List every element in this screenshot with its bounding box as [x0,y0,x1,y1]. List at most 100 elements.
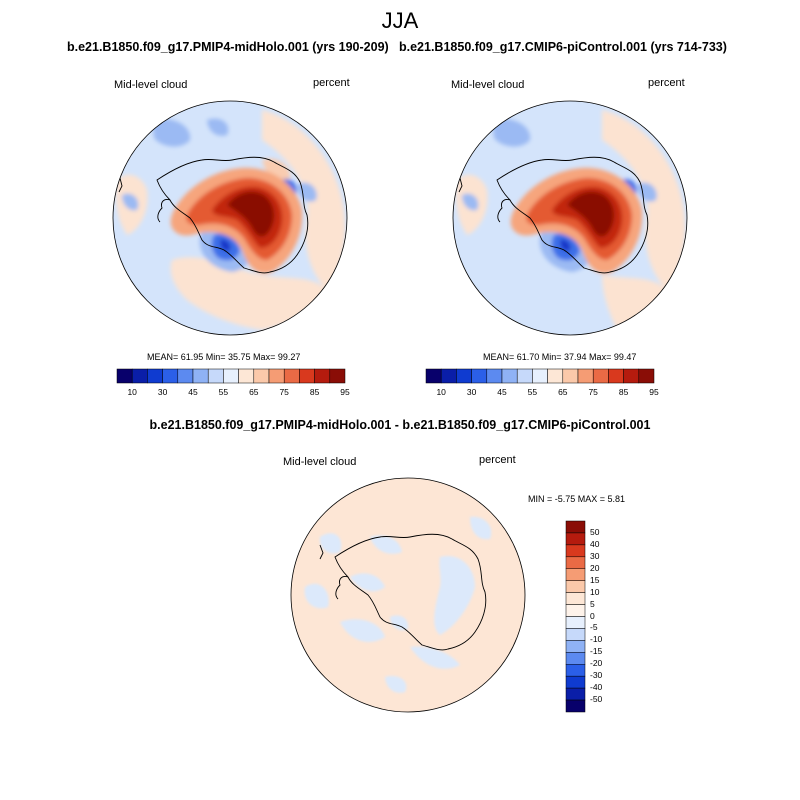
colorbar-swatch [547,368,564,384]
map-ocean-background [291,478,525,712]
colorbar-tick-label: -20 [590,658,603,669]
colorbar-swatch [565,592,586,605]
blue-cloud-region [512,129,525,143]
colorbar-tick-label: -40 [590,682,603,693]
colorbar-swatch [299,368,315,384]
colorbar-tick-label: 95 [340,387,350,397]
colorbar-swatch [623,368,640,384]
south-america-coastline [319,544,324,560]
panel2-variable-label: Mid-level cloud [451,79,525,91]
colorbar-swatch [253,368,270,384]
colorbar-tick-label: 20 [590,562,600,573]
antarctic-peninsula-coastline [335,576,349,600]
antarctic-peninsula-coastline [157,199,171,223]
panel2-colorbar [425,368,655,384]
pink-cloud-region [262,158,291,182]
blue-cloud-region [370,535,402,554]
colorbar-swatch [592,368,609,384]
colorbar-swatch [516,368,533,384]
colorbar-swatch [329,368,346,384]
colorbar-swatch [283,368,300,384]
blue-cloud-region [390,615,409,631]
colorbar-swatch [471,368,488,384]
panel1-title: b.e21.B1850.f09_g17.PMIP4-midHolo.001 (y… [67,40,389,54]
colorbar-tick-label: 45 [497,387,507,397]
blue-cloud-region [560,239,571,252]
antarctic-peninsula-coastline [497,199,511,223]
panel1-variable-label: Mid-level cloud [114,79,188,91]
antarctica-coastline [156,156,309,274]
colorbar-swatch [565,532,586,546]
panel3-variable-label: Mid-level cloud [283,456,357,468]
panel3-stats: MIN = -5.75 MAX = 5.81 [528,494,626,504]
colorbar-swatch [532,368,548,384]
colorbar-swatch [162,368,179,384]
colorbar-swatch [638,368,655,384]
colorbar-tick-label: 55 [218,387,229,397]
blue-cloud-region [319,533,342,554]
panel1-polar-map [112,100,348,336]
colorbar-tick-label: 65 [558,387,568,397]
south-america-coastline [458,177,463,193]
blue-cloud-region [220,239,231,252]
colorbar-tick-label: 30 [157,387,168,397]
colorbar-tick-label: 85 [309,387,320,397]
colorbar-swatch [268,368,285,384]
colorbar-swatch [562,368,579,384]
antarctica-coastline [334,533,487,651]
colorbar-tick-label: 85 [618,387,629,397]
colorbar-swatch [314,368,331,384]
blue-cloud-region [410,646,460,669]
antarctica-coastline [496,156,649,274]
colorbar-swatch [425,368,442,384]
colorbar-swatch [565,616,586,629]
panel3-units-label: percent [479,454,516,466]
colorbar-swatch [565,568,586,581]
colorbar-swatch [565,556,586,569]
colorbar-tick-label: 75 [588,387,598,397]
colorbar-tick-label: 10 [127,387,137,397]
panel1-units-label: percent [313,77,350,89]
blue-cloud-region [122,193,139,211]
blue-cloud-region [385,676,407,693]
colorbar-tick-label: -15 [590,646,603,657]
blue-cloud-region [207,118,229,136]
colorbar-swatch [565,664,586,677]
colorbar-tick-label: 15 [590,574,600,585]
colorbar-tick-label: 30 [466,387,477,397]
blue-cloud-region [152,118,191,147]
colorbar-swatch [486,368,503,384]
blue-cloud-region [462,193,479,211]
panel2-colorbar-ticks: 10 30 45 55 65 75 85 95 [426,387,658,399]
south-america-coastline [118,177,123,193]
colorbar-swatch [456,368,472,384]
red-cloud-region [567,191,615,237]
colorbar-swatch [238,368,255,384]
blue-cloud-region [434,556,475,635]
colorbar-tick-label: 65 [249,387,259,397]
colorbar-swatch [565,520,586,534]
panel3-colorbar [565,520,586,713]
pink-cloud-region [602,275,667,330]
colorbar-swatch [565,652,586,665]
panel2-units-label: percent [648,77,685,89]
colorbar-swatch [565,628,586,641]
colorbar-tick-label: -5 [590,622,598,633]
panel2-stats: MEAN= 61.70 Min= 37.94 Max= 99.47 [483,352,637,362]
colorbar-swatch [223,368,239,384]
colorbar-swatch [501,368,518,384]
colorbar-swatch [565,604,586,617]
colorbar-tick-label: 30 [590,550,600,561]
colorbar-swatch [116,368,133,384]
colorbar-swatch [192,368,209,384]
blue-cloud-region [340,619,385,642]
colorbar-swatch [207,368,224,384]
colorbar-swatch [131,368,148,384]
colorbar-tick-label: 10 [436,387,446,397]
colorbar-tick-label: 95 [649,387,659,397]
panel2-title: b.e21.B1850.f09_g17.CMIP6-piControl.001 … [399,40,727,54]
pink-cloud-region [602,110,686,290]
map-boundary-circle [290,477,526,713]
map-boundary-circle [452,100,688,336]
pink-cloud-region [262,110,346,290]
